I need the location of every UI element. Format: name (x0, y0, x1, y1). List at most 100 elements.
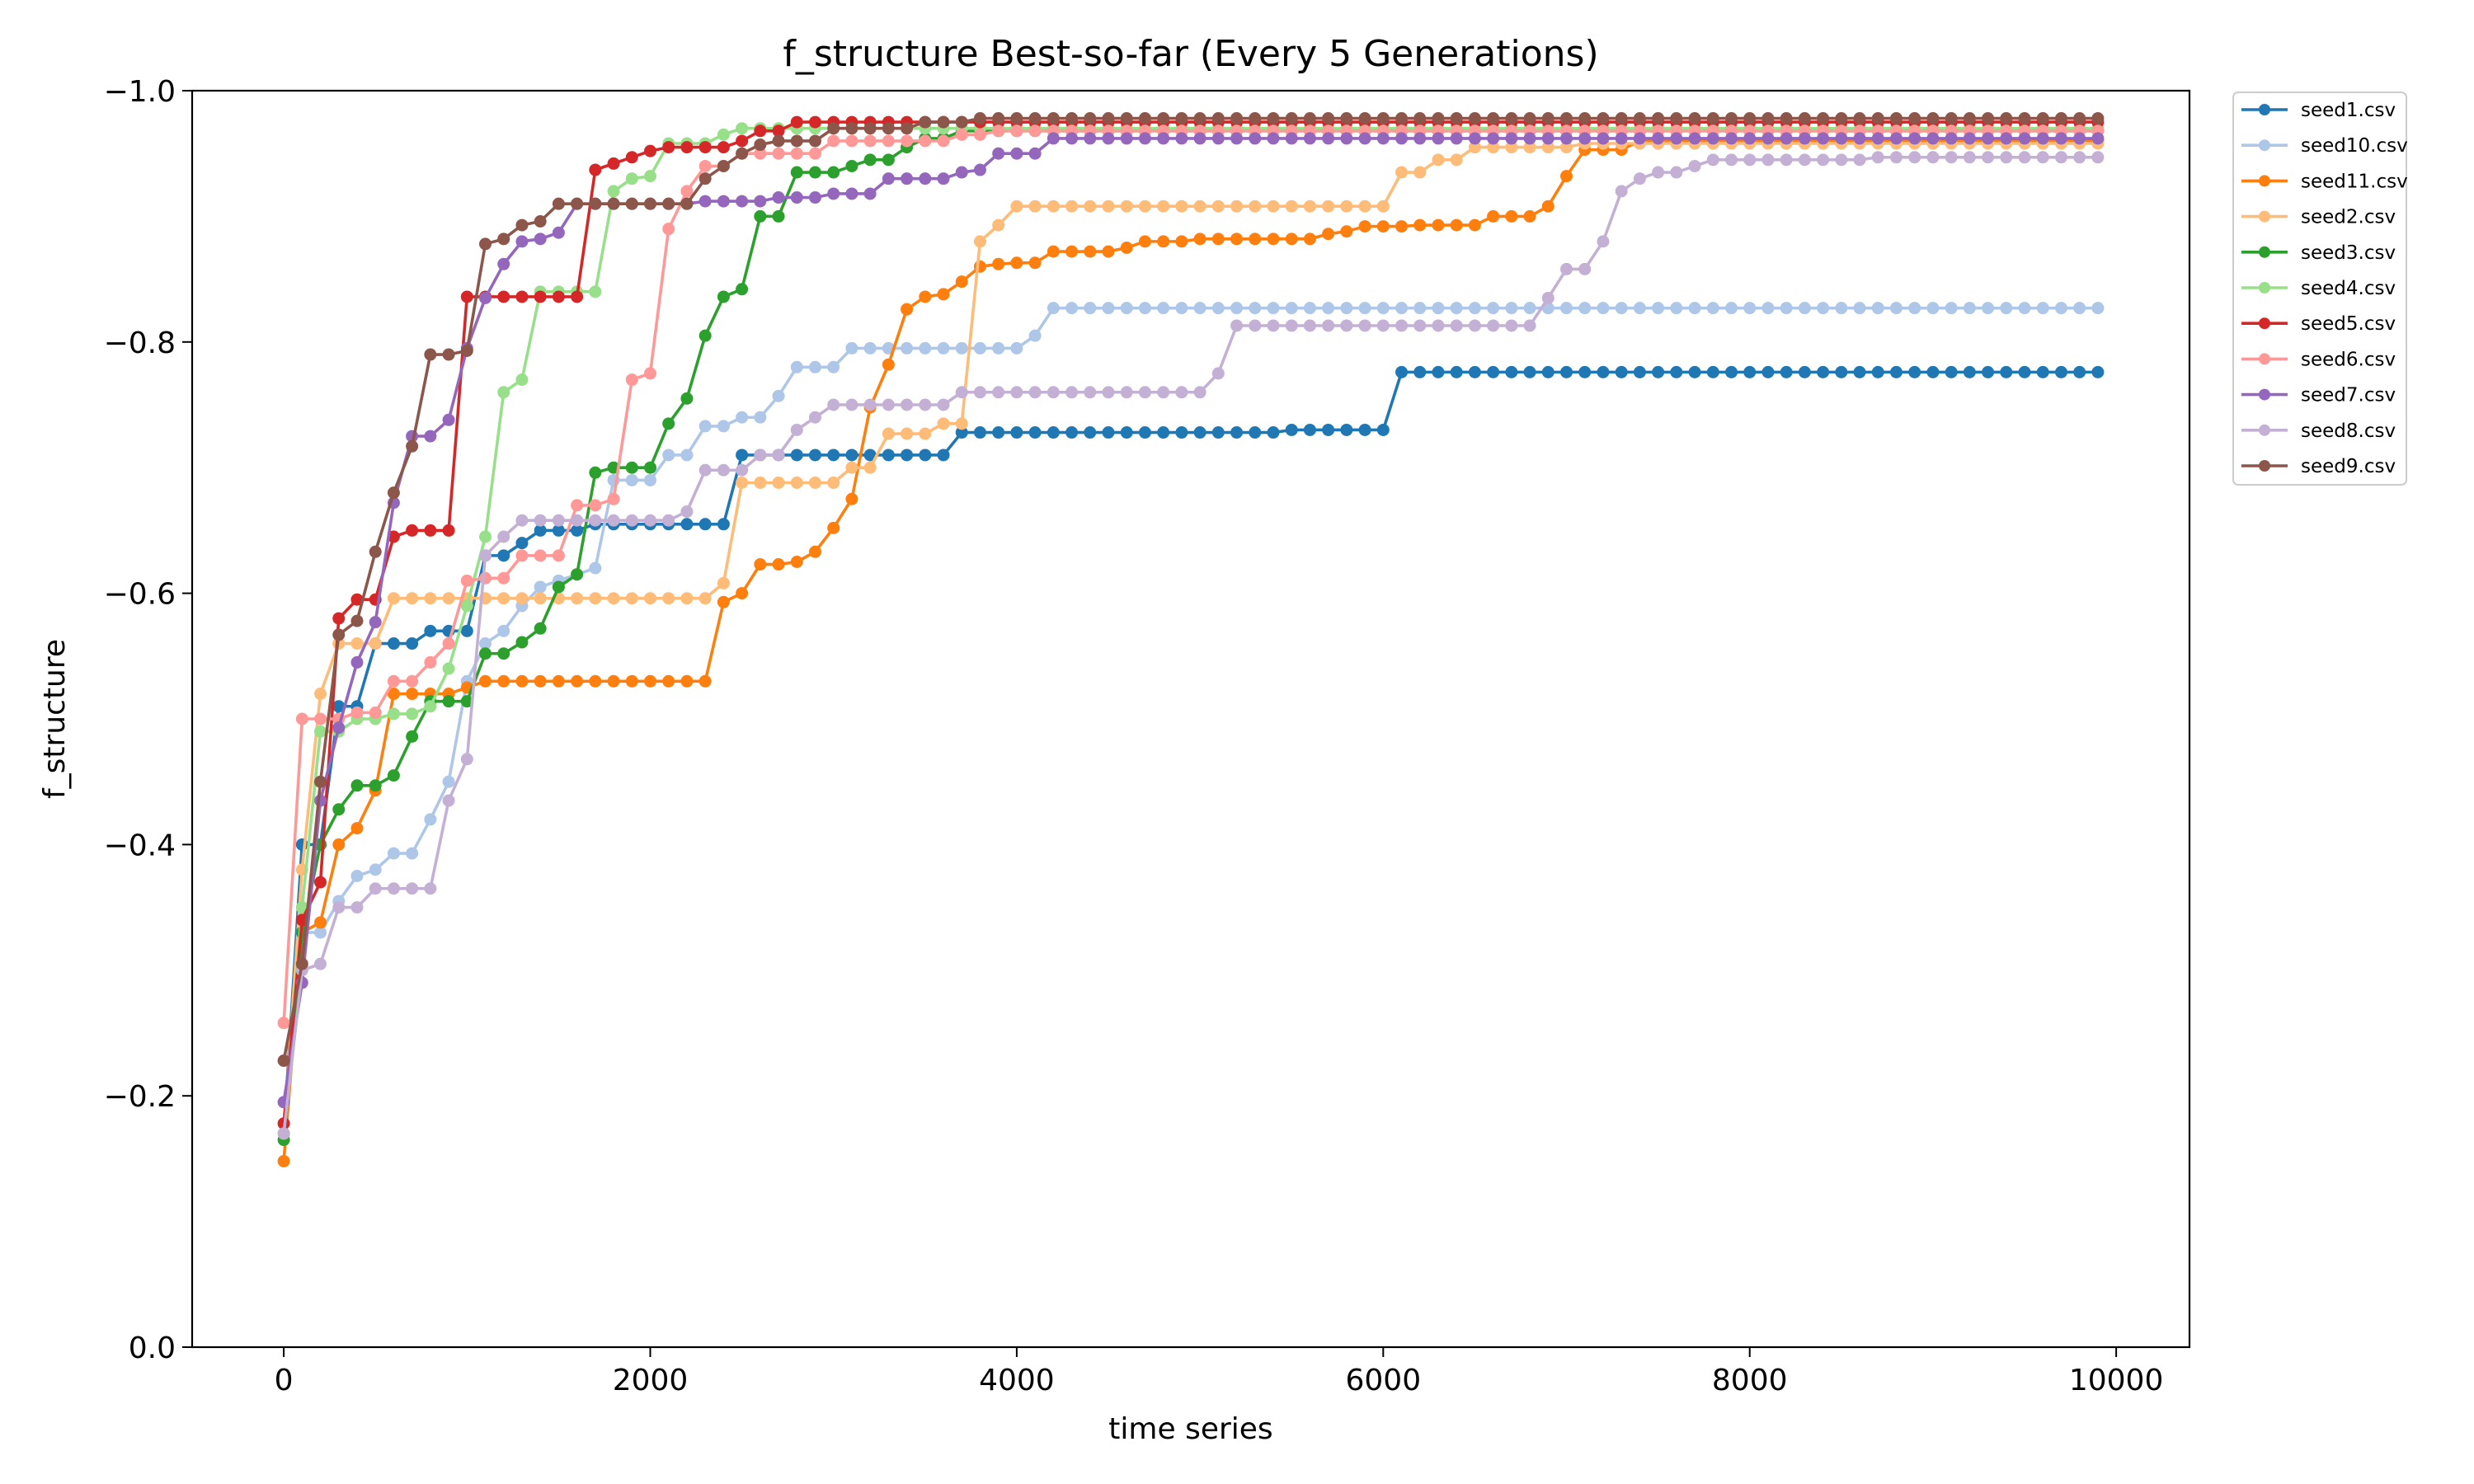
legend-label: seed8.csv (2301, 420, 2396, 442)
data-point (369, 616, 382, 629)
data-point (1853, 153, 1866, 167)
legend-marker (2259, 353, 2270, 365)
data-point (717, 290, 730, 303)
data-point (698, 195, 712, 208)
data-point (882, 134, 895, 148)
data-point (1010, 426, 1023, 439)
data-point (1084, 386, 1097, 399)
data-point (1578, 302, 1592, 315)
data-point (1376, 112, 1390, 125)
data-point (1926, 112, 1940, 125)
data-point (772, 147, 785, 160)
data-point (350, 614, 364, 627)
data-point (644, 514, 656, 527)
data-point (442, 592, 455, 605)
data-point (2073, 151, 2086, 164)
legend-frame (2232, 92, 2407, 486)
data-point (955, 417, 968, 430)
data-point (1249, 112, 1262, 125)
data-point (1028, 426, 1042, 439)
data-point (1505, 302, 1518, 315)
data-point (460, 599, 473, 613)
data-point (460, 624, 473, 637)
data-point (387, 688, 400, 701)
data-point (717, 518, 730, 531)
data-point (1267, 112, 1280, 125)
data-point (460, 695, 473, 708)
data-point (644, 473, 656, 486)
data-point (1358, 200, 1371, 213)
data-point (863, 187, 877, 200)
data-point (662, 223, 675, 236)
data-point (698, 141, 712, 154)
data-point (1487, 302, 1500, 315)
data-point (1597, 302, 1610, 315)
data-point (1615, 132, 1628, 145)
data-point (717, 159, 730, 172)
data-point (2091, 112, 2105, 125)
data-point (277, 1017, 290, 1030)
data-point (406, 674, 419, 688)
data-point (1743, 153, 1757, 167)
data-point (1303, 132, 1316, 145)
data-point (644, 144, 656, 157)
data-point (1102, 245, 1115, 258)
data-point (406, 688, 419, 701)
data-point (1285, 423, 1298, 436)
data-point (1175, 132, 1188, 145)
data-point (1138, 112, 1151, 125)
data-point (863, 153, 877, 167)
data-point (827, 360, 840, 373)
data-point (1450, 319, 1463, 332)
data-point (497, 530, 510, 543)
data-point (680, 592, 694, 605)
data-point (1028, 200, 1042, 213)
x-axis-label: time series (1108, 1412, 1272, 1446)
data-point (1120, 242, 1133, 254)
data-point (479, 549, 492, 562)
data-point (1817, 132, 1830, 145)
data-point (1541, 291, 1554, 304)
data-point (1193, 426, 1206, 439)
data-point (607, 197, 620, 210)
data-point (442, 695, 455, 708)
data-point (973, 426, 986, 439)
data-point (772, 558, 785, 571)
data-point (1193, 132, 1206, 145)
data-point (680, 141, 694, 154)
data-point (698, 592, 712, 605)
data-point (1138, 235, 1151, 248)
data-point (1138, 426, 1151, 439)
data-point (1487, 141, 1500, 154)
data-point (460, 290, 473, 303)
legend-label: seed7.csv (2301, 385, 2396, 406)
data-point (442, 413, 455, 426)
data-point (1926, 132, 1940, 145)
data-point (424, 348, 437, 361)
data-point (1432, 132, 1445, 145)
data-point (1376, 423, 1390, 436)
data-point (1835, 365, 1848, 378)
data-point (1688, 302, 1701, 315)
series-line (282, 129, 2098, 1023)
data-point (644, 170, 656, 183)
data-point (350, 593, 364, 606)
data-point (1065, 245, 1079, 258)
data-point (406, 592, 419, 605)
data-point (1853, 112, 1866, 125)
data-point (808, 545, 821, 558)
data-point (1560, 262, 1573, 275)
data-point (1982, 365, 1995, 378)
data-point (1835, 302, 1848, 315)
data-point (2036, 302, 2049, 315)
legend-marker (2259, 175, 2270, 187)
data-point (1871, 112, 1884, 125)
data-point (1193, 112, 1206, 125)
data-point (589, 163, 602, 176)
data-point (1120, 200, 1133, 213)
data-point (1193, 386, 1206, 399)
data-point (2000, 365, 2013, 378)
data-point (2018, 365, 2031, 378)
data-point (387, 847, 400, 860)
data-point (1853, 302, 1866, 315)
